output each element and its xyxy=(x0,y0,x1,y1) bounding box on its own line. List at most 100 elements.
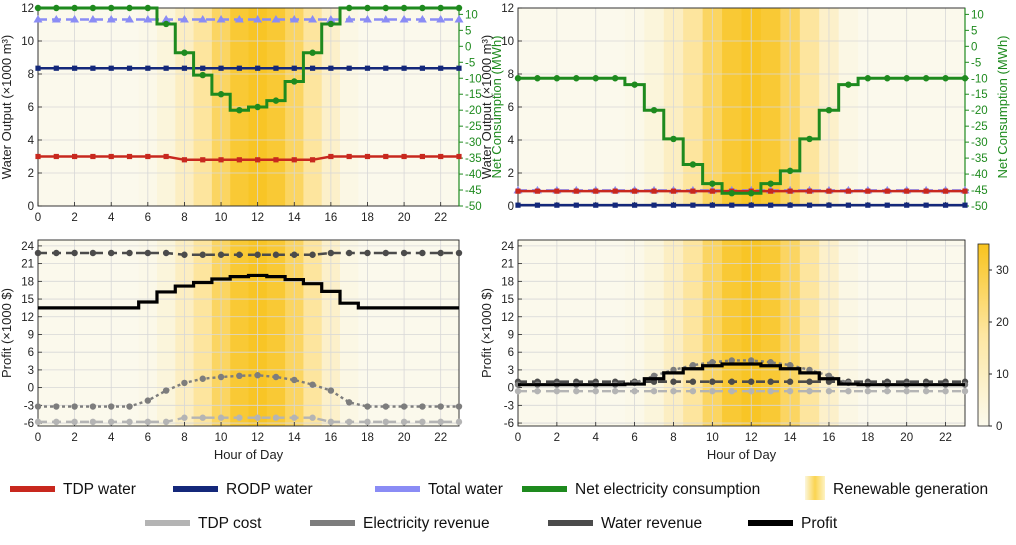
data-point xyxy=(961,387,969,395)
y-tick-label: 18 xyxy=(501,276,514,288)
data-point xyxy=(346,153,352,160)
data-point xyxy=(53,418,60,426)
data-point xyxy=(126,153,133,160)
series-electricity-revenue xyxy=(34,372,463,410)
y2-tick-label: 10 xyxy=(971,9,984,21)
data-point xyxy=(71,4,78,12)
y-tick-label: 9 xyxy=(508,329,514,341)
data-point xyxy=(786,361,794,369)
data-point xyxy=(345,418,353,426)
data-point xyxy=(806,202,813,208)
data-point xyxy=(611,387,619,395)
x-tick-label: 8 xyxy=(181,432,187,444)
data-point xyxy=(689,161,697,168)
data-point xyxy=(400,4,408,12)
renewable-band xyxy=(156,240,176,426)
data-point xyxy=(611,75,619,82)
legend-swatch xyxy=(375,486,420,492)
y2-tick-label: -35 xyxy=(971,153,988,165)
data-point xyxy=(437,403,444,410)
y2-tick-label: -10 xyxy=(971,73,988,85)
x-tick-label: 8 xyxy=(670,432,676,444)
x-tick-label: 4 xyxy=(593,432,600,444)
x-tick-label: 12 xyxy=(745,432,758,444)
y-tick-label: 9 xyxy=(28,329,34,341)
y-tick-label: 8 xyxy=(28,69,34,81)
y-tick-label: 6 xyxy=(28,347,34,359)
data-point xyxy=(709,180,716,187)
data-point xyxy=(786,387,794,395)
legend-item-water-revenue: Water revenue xyxy=(548,515,702,532)
data-point xyxy=(89,403,97,410)
colorbar-tick-label: 20 xyxy=(996,317,1009,329)
legend-item-profit: Profit xyxy=(748,515,838,532)
y-tick-label: 2 xyxy=(508,168,514,180)
data-point xyxy=(328,153,334,160)
data-point xyxy=(401,153,407,160)
data-point xyxy=(865,188,871,194)
renewable-band xyxy=(376,240,396,426)
data-point xyxy=(382,4,389,12)
data-point xyxy=(161,15,171,23)
data-point xyxy=(748,378,755,385)
x-tick-label: 4 xyxy=(108,432,115,444)
data-point xyxy=(291,65,297,71)
series-line xyxy=(518,76,965,195)
data-point xyxy=(327,249,335,257)
data-point xyxy=(236,372,243,380)
series-line xyxy=(518,362,965,387)
x-tick-label: 16 xyxy=(823,432,836,444)
data-point xyxy=(689,361,697,369)
data-point xyxy=(651,202,657,208)
data-point xyxy=(198,15,208,23)
data-point xyxy=(309,65,316,71)
data-point xyxy=(53,65,59,71)
data-point xyxy=(126,4,133,12)
renewable-band xyxy=(916,240,937,426)
y-tick-label: 24 xyxy=(21,241,34,253)
series-layer xyxy=(33,4,464,163)
data-point xyxy=(181,49,188,56)
x-axis-label: Hour of Day xyxy=(707,447,777,462)
legend-item-renewable-generation: Renewable generation xyxy=(805,476,988,500)
series-rodp-water xyxy=(515,202,968,208)
y-tick-label: 8 xyxy=(508,69,514,81)
data-point xyxy=(364,65,371,71)
data-point xyxy=(145,153,151,160)
y-tick-label: 6 xyxy=(508,347,514,359)
legend-label: Renewable generation xyxy=(833,481,988,498)
y-tick-label: 3 xyxy=(508,365,514,377)
data-point xyxy=(53,153,59,160)
data-point xyxy=(70,15,80,23)
data-point xyxy=(72,153,78,160)
series-layer xyxy=(513,75,970,208)
data-point xyxy=(806,135,813,143)
data-point xyxy=(108,249,115,257)
y-tick-label: 4 xyxy=(508,135,515,147)
data-point xyxy=(709,387,716,395)
y2-tick-label: -25 xyxy=(971,121,988,133)
y2-tick-label: -45 xyxy=(971,185,988,197)
series-line xyxy=(38,155,459,162)
renewable-background xyxy=(38,240,460,426)
data-point xyxy=(273,157,279,163)
data-point xyxy=(401,65,407,71)
x-tick-label: 6 xyxy=(631,432,637,444)
renewable-band xyxy=(518,240,529,426)
data-point xyxy=(199,375,206,382)
legend-item-tdp-cost: TDP cost xyxy=(145,515,262,532)
data-point xyxy=(254,414,261,421)
data-point xyxy=(344,15,354,23)
data-point xyxy=(903,75,910,82)
data-point xyxy=(865,202,871,208)
renewable-band xyxy=(683,240,704,426)
chart-top-right: 0 2 4 6 8 10 12 Water Output (×1000 m³) 10 5 0 -5 -1… xyxy=(479,3,1010,213)
data-point xyxy=(327,418,335,426)
data-point xyxy=(690,202,696,208)
x-tick-label: 10 xyxy=(215,432,228,444)
data-point xyxy=(825,106,833,114)
data-point xyxy=(125,15,135,23)
renewable-band xyxy=(340,240,359,426)
data-point xyxy=(126,403,133,410)
